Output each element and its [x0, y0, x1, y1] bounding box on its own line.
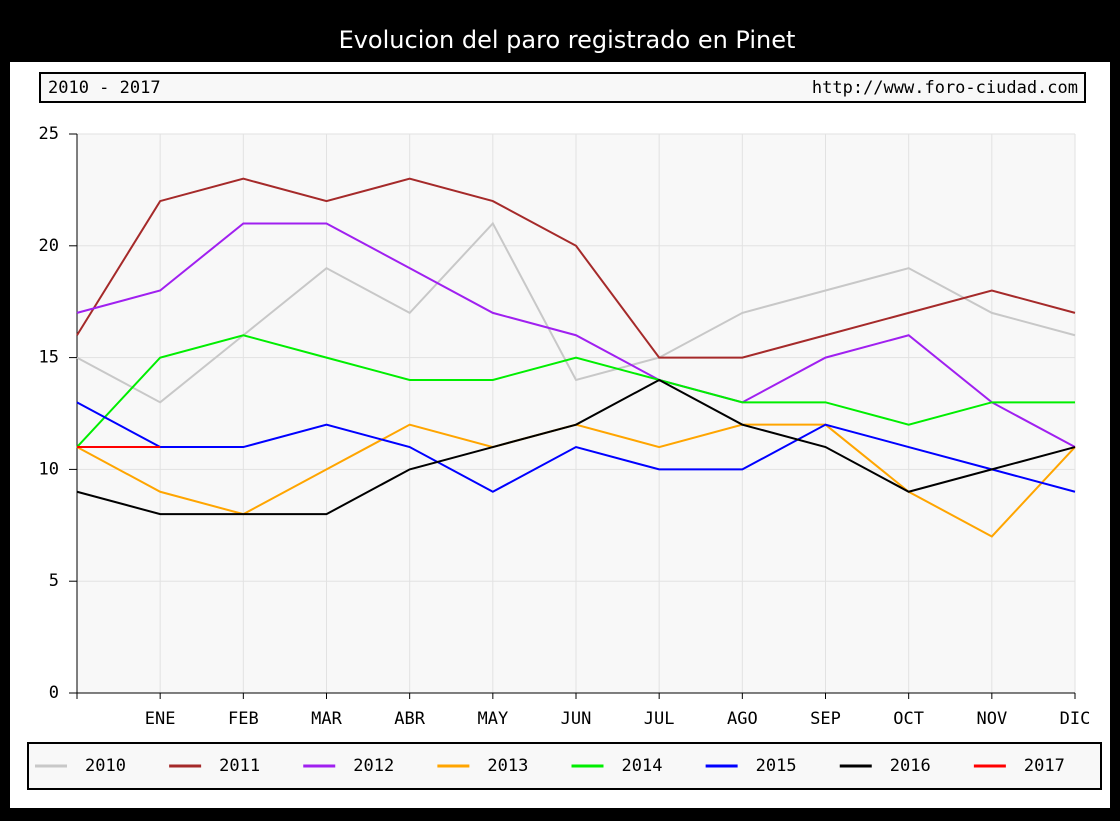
legend-label: 2010: [85, 756, 126, 776]
y-tick-label: 0: [49, 683, 59, 703]
subtitle-box: [39, 72, 1086, 103]
legend-label: 2012: [353, 756, 394, 776]
y-tick-label: 5: [49, 571, 59, 591]
y-tick-label: 20: [39, 236, 59, 256]
x-tick-label: ABR: [394, 709, 425, 729]
subtitle: 2010 - 2017: [48, 78, 161, 98]
series-line: [76, 222, 1076, 448]
legend-label: 2016: [890, 756, 931, 776]
x-tick-label: AGO: [727, 709, 758, 729]
legend-label: 2014: [622, 756, 663, 776]
y-tick-label: 25: [39, 124, 59, 144]
x-tick-label: DIC: [1060, 709, 1091, 729]
source: http://www.foro-ciudad.com: [812, 78, 1078, 98]
x-tick-label: JUN: [561, 709, 592, 729]
chart-title: Evolucion del paro registrado en Pinet: [339, 26, 796, 54]
legend-box: [27, 742, 1102, 790]
x-tick-label: NOV: [976, 709, 1007, 729]
y-tick-label: 10: [39, 459, 59, 479]
x-tick-label: MAR: [311, 709, 342, 729]
x-tick-label: JUL: [644, 709, 675, 729]
x-tick-label: SEP: [810, 709, 841, 729]
legend-label: 2011: [219, 756, 260, 776]
series-line: [76, 401, 1076, 493]
series-line: [76, 177, 1076, 359]
series-line: [76, 334, 1075, 448]
legend-label: 2013: [487, 756, 528, 776]
legend-label: 2017: [1024, 756, 1065, 776]
series-line: [76, 378, 1076, 516]
x-tick-label: MAY: [477, 709, 508, 729]
x-tick-label: FEB: [228, 709, 259, 729]
x-tick-label: OCT: [893, 709, 924, 729]
x-tick-label: ENE: [145, 709, 176, 729]
y-tick-label: 15: [39, 348, 59, 368]
legend-label: 2015: [756, 756, 797, 776]
